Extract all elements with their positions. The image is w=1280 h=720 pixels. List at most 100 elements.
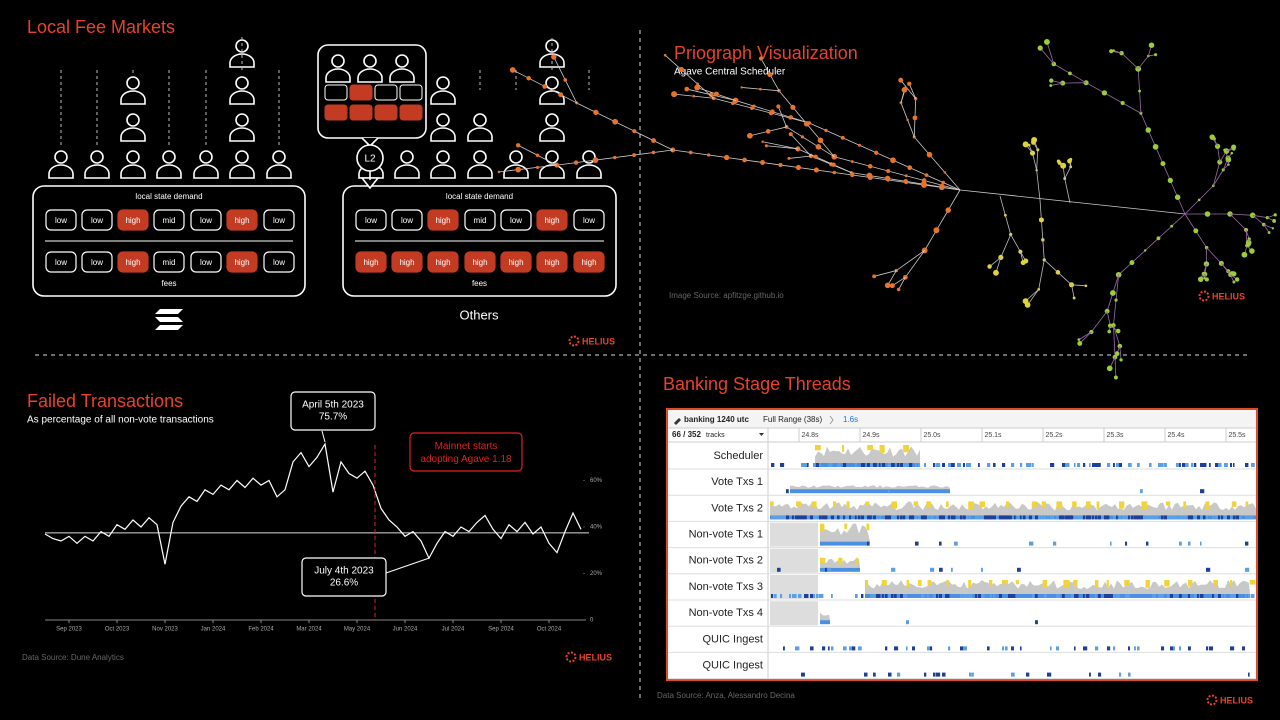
graph-node [526,75,531,81]
activity-tick [909,515,914,520]
tracks-count: 66 / 352 [672,430,701,439]
graph-node [542,84,548,89]
graph-edge [797,148,852,174]
activity-tick [1056,515,1059,520]
graph-node [1113,375,1118,380]
activity-tick [780,463,785,467]
person-body [229,164,255,179]
activity-tick [867,541,869,546]
graph-node [694,84,701,91]
activity-tick [981,594,985,598]
activity-tick [1017,515,1019,520]
activity-tick [1170,594,1173,598]
level-label: high [544,216,559,225]
person-body [467,164,493,179]
activity-tick [1035,620,1038,625]
graph-edge [1036,170,1041,201]
level-label: high [508,258,523,267]
activity-peak [903,445,910,453]
activity-tick [894,515,897,520]
activity-peak [1164,580,1170,587]
graph-node [759,87,762,91]
activity-tick [906,515,910,520]
activity-tick [1188,594,1190,598]
level-label: mid [163,216,176,225]
person-head [545,76,559,90]
annotation-box [301,557,387,597]
graph-node [1204,277,1209,282]
activity-tick [783,646,785,651]
activity-tick [987,515,992,520]
person-body [229,53,255,68]
level-pill [573,209,605,231]
activity-tick [1014,515,1016,520]
graph-edge [1064,166,1072,179]
track-label: Scheduler [713,450,763,462]
activity-tick [1035,515,1040,520]
graph-node [671,91,678,98]
activity-tick [1086,594,1090,598]
l2-arrow [360,171,380,190]
person-body [467,127,493,142]
activity-tick [1008,594,1013,598]
activity-tick [1002,463,1006,467]
graph-edge [924,189,961,251]
graph-node [1120,101,1125,106]
activity-tick [915,541,919,546]
graph-node [1197,198,1201,202]
activity-tick [1188,515,1193,520]
activity-tick [1077,594,1079,598]
activity-peak [968,580,972,588]
graph-node [896,287,901,292]
activity-tick [825,567,827,572]
graph-edge [1212,161,1221,186]
graph-node [1145,127,1152,133]
graph-node [803,120,810,127]
level-label: low [401,216,413,225]
person-head [436,150,450,164]
activity-tick [804,515,807,520]
activity-peak [1073,580,1078,587]
activity-tick [882,463,886,467]
failed-tx-chart: 0 20% 40% 60% Sep 2023 Oct 2023 Nov 2023 Jan 20… [44,391,603,633]
activity-tick [1089,515,1092,520]
level-pill [427,209,459,231]
activity-tick [831,646,834,651]
activity-tick [1206,646,1209,651]
graph-edge [900,79,916,99]
activity-peak [989,580,993,586]
activity-peak [1096,501,1100,510]
graph-edge [498,164,557,173]
graph-edge [913,136,961,191]
activity-tick [1137,646,1140,651]
activity-tick [822,646,826,651]
activity-tick [975,594,978,598]
activity-tick [1020,463,1023,467]
l2-slot [324,84,348,101]
graph-node [1152,143,1159,150]
graph-node [943,171,946,174]
activity-tick [1047,515,1049,520]
activity-tick [771,463,775,467]
activity-tick [828,463,833,467]
activity-tick [1137,515,1141,520]
graph-node [713,91,719,97]
activity-tick [1029,463,1032,467]
activity-tick [1032,463,1034,467]
graph-edge [1071,284,1086,287]
graph-node [787,156,791,160]
activity-peak [1001,580,1008,585]
person-head [126,76,140,90]
graph-node [1111,323,1116,328]
level-pill [464,209,496,231]
activity-tick [867,515,872,520]
activity-tick [1125,515,1128,520]
graph-node [509,67,516,73]
row-label: local state demand [135,192,202,201]
graph-edge [1263,224,1273,229]
activity-tick [825,515,828,520]
person-head [162,150,176,164]
activity-tick [1107,463,1111,467]
activity-area [820,612,830,621]
graph-node [824,128,828,133]
